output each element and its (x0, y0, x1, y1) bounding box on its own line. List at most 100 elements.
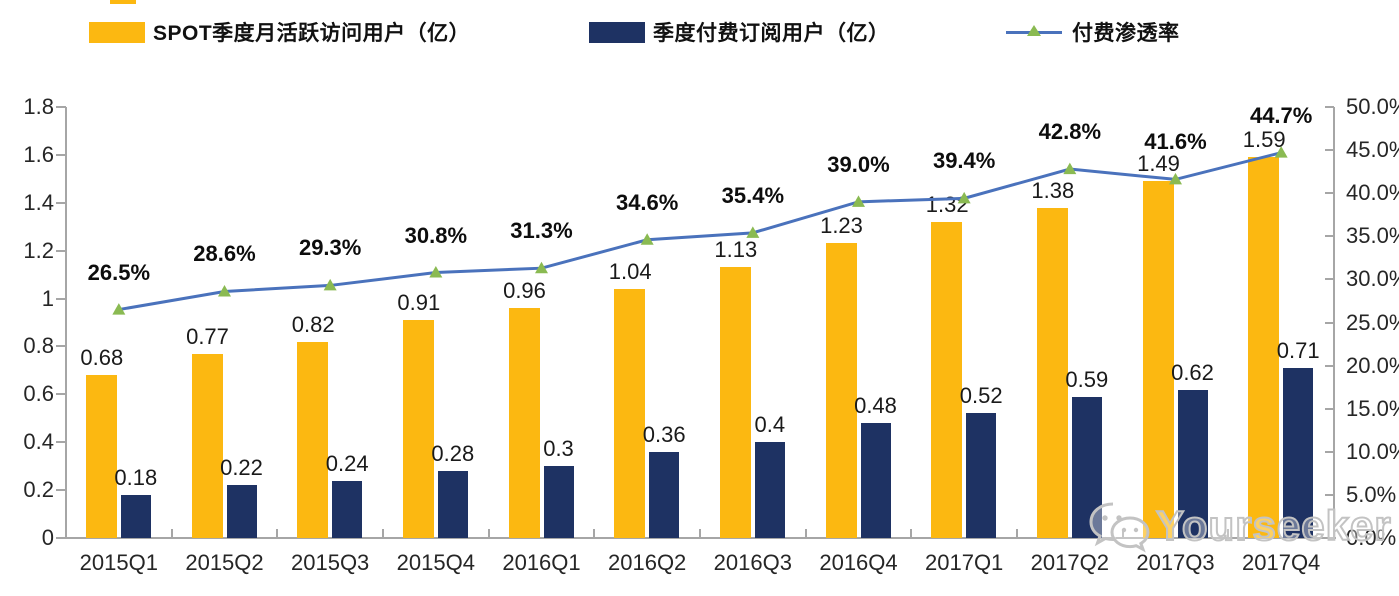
legend-item-mau: SPOT季度月活跃访问用户（亿） (89, 18, 470, 46)
right-axis-tick (1325, 450, 1334, 453)
mau-bar-label: 0.96 (503, 278, 546, 304)
subs-bar-label: 0.62 (1171, 359, 1214, 385)
left-axis-tick-label: 1.2 (23, 237, 54, 263)
penetration-point-label: 28.6% (193, 241, 256, 267)
mau-legend-swatch (89, 21, 145, 43)
right-axis-tick-label: 15.0% (1346, 395, 1399, 421)
subs-bar (860, 423, 891, 538)
x-axis-tick (593, 529, 596, 537)
mau-bar (1248, 157, 1280, 538)
right-axis-tick-label: 10.0% (1346, 438, 1399, 464)
subs-bar (966, 413, 997, 538)
x-tick-label: 2015Q3 (291, 550, 370, 575)
left-axis-tick (56, 393, 66, 396)
triangle-marker-icon (746, 226, 760, 238)
subs-bar-label: 0.48 (854, 393, 897, 419)
left-axis-line (65, 107, 67, 538)
subs-bar-label: 0.28 (431, 440, 475, 466)
subs-bar (649, 451, 680, 538)
right-axis-tick-label: 45.0% (1346, 137, 1399, 163)
penetration-point-label: 44.7% (1249, 102, 1313, 128)
penetration-point-label: 39.0% (827, 151, 890, 177)
left-axis-tick (56, 345, 66, 348)
subs-bar (120, 494, 151, 538)
x-axis-tick (276, 529, 279, 537)
right-axis-tick-label: 5.0% (1346, 481, 1397, 507)
right-axis-tick (1325, 192, 1334, 195)
x-axis-tick (487, 529, 490, 537)
x-tick-label: 2016Q4 (819, 550, 898, 575)
subs-bar (1177, 389, 1208, 538)
left-axis-tick-label: 0.2 (23, 477, 54, 503)
x-axis-tick (1016, 529, 1018, 537)
triangle-marker-icon (112, 303, 126, 315)
mau-bar-label: 0.68 (80, 345, 124, 371)
mau-bar (191, 353, 223, 538)
triangle-marker-icon (323, 278, 337, 291)
penetration-point-label: 29.3% (298, 235, 362, 261)
left-axis-tick (56, 106, 66, 108)
x-tick-label: 2017Q2 (1030, 550, 1109, 575)
penetration-point-label: 26.5% (87, 259, 151, 285)
right-axis-tick-label: 25.0% (1346, 309, 1399, 335)
mau-bar (1036, 207, 1068, 538)
left-axis-tick-label: 0.4 (23, 429, 54, 455)
left-axis-tick (56, 153, 66, 156)
right-axis-tick (1325, 106, 1334, 108)
subs-bar (437, 470, 468, 538)
triangle-marker-icon (218, 284, 231, 297)
triangle-marker-icon (640, 233, 654, 245)
left-axis-tick-label: 1 (41, 285, 54, 311)
watermark: Yourseeker (1086, 496, 1392, 556)
legend-artifact (110, 0, 136, 4)
mau-bar (297, 341, 329, 538)
x-axis-tick (804, 529, 807, 537)
left-axis-tick (56, 201, 66, 204)
mau-bar-label: 1.04 (608, 258, 652, 284)
mau-bar (614, 288, 646, 538)
penetration-point-label: 30.8% (404, 222, 468, 248)
penetration-legend-label: 付费渗透率 (1072, 22, 1180, 45)
right-axis-tick (1325, 149, 1334, 152)
subs-bar-label: 0.18 (114, 464, 158, 490)
legend-item-subscribers: 季度付费订阅用户（亿） (589, 18, 890, 46)
x-tick-label: 2017Q1 (925, 550, 1004, 575)
penetration-point-label: 31.3% (510, 218, 573, 244)
triangle-marker-icon (1063, 162, 1077, 175)
mau-bar-label: 1.32 (925, 191, 969, 217)
x-tick-label: 2015Q2 (185, 550, 264, 575)
x-axis-line (58, 537, 1336, 539)
mau-bar-label: 1.13 (714, 237, 758, 263)
mau-bar-label: 1.38 (1031, 177, 1075, 203)
subs-bar-label: 0.36 (642, 421, 686, 447)
subs-bar-label: 0.24 (325, 450, 369, 476)
x-axis-tick (382, 529, 384, 537)
subs-bar-label: 0.3 (543, 436, 574, 462)
x-tick-label: 2015Q4 (396, 550, 475, 575)
left-axis-tick-label: 1.8 (23, 94, 54, 119)
left-axis-tick (56, 249, 66, 252)
x-axis-tick (699, 529, 701, 537)
right-axis-tick-label: 0.0% (1346, 525, 1397, 550)
mau-bar-label: 0.77 (186, 323, 229, 349)
left-axis-tick-label: 1.6 (23, 141, 54, 167)
watermark-text: Yourseeker (1155, 501, 1392, 550)
subs-bar (543, 466, 574, 538)
right-axis-tick (1325, 493, 1334, 496)
mau-bar-label: 0.82 (291, 311, 335, 337)
right-axis-tick (1325, 364, 1334, 367)
triangle-marker-icon (535, 261, 548, 274)
mau-legend-label: SPOT季度月活跃访问用户（亿） (153, 22, 471, 45)
subs-bar-label: 0.59 (1065, 366, 1109, 392)
penetration-point-label: 41.6% (1144, 129, 1207, 155)
legend-item-penetration: 付费渗透率 (1006, 18, 1180, 46)
right-axis-line (1333, 107, 1335, 538)
x-axis-tick (1227, 529, 1230, 537)
mau-bar (719, 267, 751, 538)
mau-bar-label: 0.91 (397, 290, 441, 316)
left-axis-tick (56, 489, 66, 492)
penetration-point-label: 34.6% (615, 189, 679, 215)
right-axis-tick (1325, 278, 1334, 281)
right-axis-tick-label: 40.0% (1346, 180, 1399, 206)
penetration-point-label: 35.4% (721, 182, 785, 208)
